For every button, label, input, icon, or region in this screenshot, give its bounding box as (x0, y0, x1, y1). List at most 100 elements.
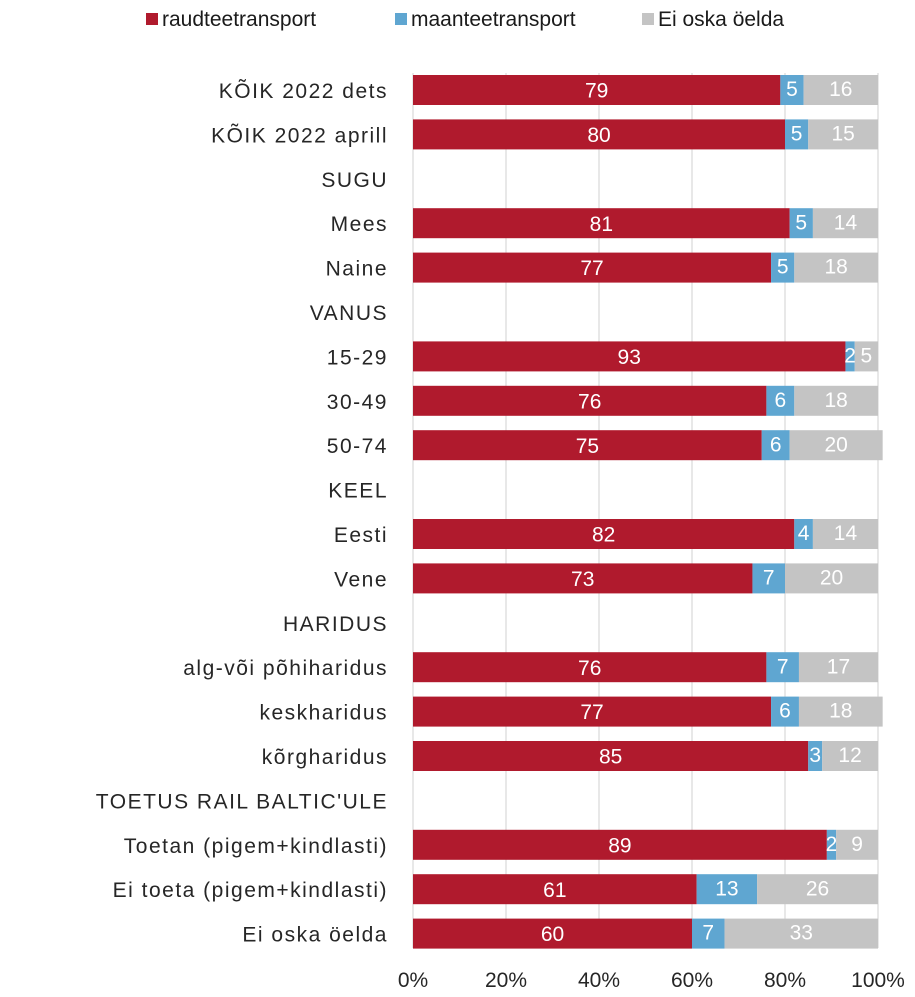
x-tick-label: 100% (851, 969, 905, 992)
data-label: 5 (791, 123, 803, 146)
x-tick-label: 20% (485, 969, 527, 992)
category-label: 50-74 (327, 435, 388, 458)
bar-segment (757, 874, 878, 905)
legend-swatch (642, 13, 654, 25)
data-label: 76 (578, 657, 601, 680)
bar-segment (413, 341, 846, 372)
data-label: 6 (775, 389, 787, 412)
data-label: 9 (851, 833, 863, 856)
bar-segment (798, 652, 878, 683)
category-label: SUGU (321, 169, 388, 192)
data-label: 18 (824, 256, 847, 279)
x-tick-label: 0% (398, 969, 428, 992)
bar-segment (808, 741, 823, 771)
data-label: 77 (580, 257, 603, 280)
bar-segment (836, 829, 878, 860)
data-label: 2 (826, 833, 838, 856)
bar-segment (822, 741, 878, 771)
data-label: 20 (820, 567, 843, 590)
bar-segment (771, 696, 799, 727)
data-label: 79 (585, 80, 608, 103)
legend-label: Ei oska öelda (658, 8, 784, 31)
bar-segment (789, 430, 883, 461)
data-label: 18 (829, 700, 852, 723)
bar-segment (766, 385, 795, 416)
data-label: 89 (608, 834, 631, 857)
data-label: 15 (831, 123, 854, 146)
data-label: 20 (824, 433, 847, 456)
bar-segment (766, 652, 799, 683)
bar-segment (794, 385, 878, 416)
data-label: 61 (543, 879, 566, 902)
bar-segment (761, 430, 790, 461)
bar-segment (785, 119, 809, 150)
bar-segment (413, 874, 697, 905)
data-label: 18 (824, 389, 847, 412)
bar-segment (413, 385, 767, 416)
data-label: 60 (541, 923, 564, 946)
bar-segment (794, 519, 813, 549)
bar-segment (789, 208, 813, 239)
legend: raudteetransport maanteetransport Ei oska … (146, 8, 784, 31)
data-label: 93 (618, 346, 641, 369)
data-label: 77 (580, 701, 603, 724)
data-label: 4 (798, 522, 810, 545)
category-label: keskharidus (259, 702, 388, 725)
data-label: 6 (779, 700, 791, 723)
category-label: KÕIK 2022 dets (219, 79, 388, 103)
legend-label: raudteetransport (162, 8, 316, 31)
data-label: 5 (861, 345, 873, 368)
data-label: 82 (592, 524, 615, 547)
bar-segment (413, 563, 753, 594)
category-label: TOETUS RAIL BALTIC'ULE (96, 790, 388, 813)
data-label: 7 (702, 922, 714, 945)
category-label: Eesti (334, 524, 388, 547)
bar-segment (413, 918, 692, 949)
data-label: 73 (571, 568, 594, 591)
data-label: 12 (838, 744, 861, 767)
category-labels: KÕIK 2022 dets KÕIK 2022 aprill SUGU Mees Na… (96, 79, 388, 947)
bar-segment (413, 208, 790, 239)
bar-segment (812, 208, 878, 239)
data-label: 75 (576, 435, 599, 458)
data-label: 5 (777, 256, 789, 279)
x-tick-label: 40% (578, 969, 620, 992)
category-label: Naine (326, 258, 388, 281)
x-tick-label: 80% (764, 969, 806, 992)
bar-segment (413, 696, 772, 727)
bar-segment (752, 563, 785, 594)
legend-swatch (146, 13, 158, 25)
data-label: 2 (844, 345, 856, 368)
data-label: 80 (587, 124, 610, 147)
data-label: 14 (834, 211, 858, 234)
data-label: 5 (795, 211, 807, 234)
category-label: KÕIK 2022 aprill (211, 123, 388, 147)
legend-swatch (395, 13, 407, 25)
gridlines (412, 73, 879, 948)
x-axis-ticks: 0% 20% 40% 60% 80% 100% (398, 969, 905, 992)
bar-segment (812, 519, 878, 549)
data-label: 16 (829, 78, 852, 101)
category-label: Ei oska öelda (242, 924, 388, 947)
bar-segment (413, 252, 772, 283)
data-label: 7 (763, 567, 775, 590)
category-label: Ei toeta (pigem+kindlasti) (113, 879, 388, 902)
bar-segment (692, 918, 725, 949)
x-tick-label: 60% (671, 969, 713, 992)
bar-segment (808, 119, 878, 150)
category-label: kõrgharidus (262, 746, 388, 769)
bar-segment (696, 874, 758, 905)
bar-segment (794, 252, 878, 283)
category-label: 15-29 (327, 346, 388, 369)
bar-segment (413, 829, 827, 860)
data-label: 85 (599, 746, 622, 769)
data-label: 5 (786, 78, 798, 101)
bar-segment (413, 652, 767, 683)
bar-segment (413, 119, 785, 150)
bar-segment (413, 430, 762, 461)
data-label: 26 (806, 877, 829, 900)
bar-segment (803, 75, 878, 105)
bar-segment (413, 75, 781, 105)
data-label: 3 (809, 744, 821, 767)
